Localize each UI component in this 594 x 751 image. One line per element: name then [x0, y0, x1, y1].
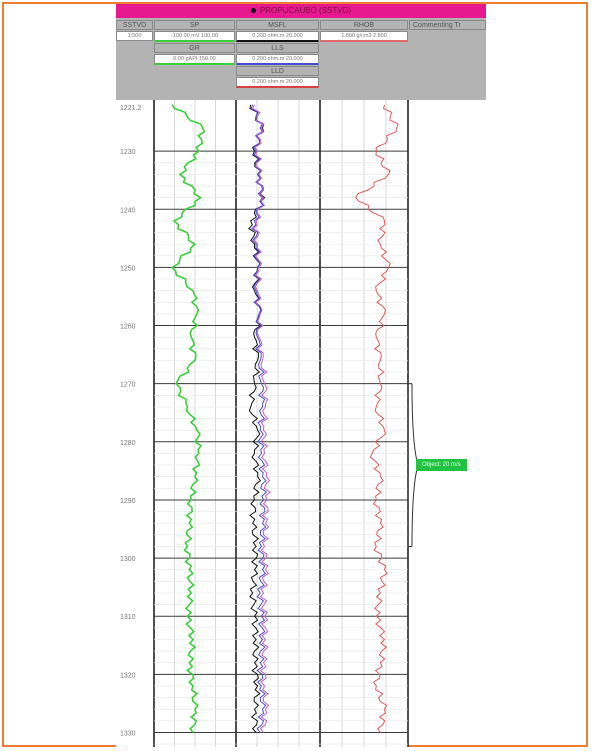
gr-track-name[interactable]: GR: [154, 43, 235, 53]
sp-track-scale: -100.00 mV 100.00: [154, 31, 235, 42]
lld-track-name[interactable]: LLD: [236, 66, 319, 76]
gr-track-scale: 0.00 gAPI 150.00: [154, 54, 235, 65]
comments-track-name[interactable]: Commenting Tr: [409, 20, 486, 30]
track-header: SSTVD 1:500 SP -100.00 mV 100.00 GR 0.00…: [116, 18, 486, 100]
depth-tick-label: 1260: [120, 324, 136, 331]
depth-tick-label: 1230: [120, 149, 136, 156]
depth-tick-label: 1221.2: [120, 105, 142, 112]
msfl-track-scale: 0.200 ohm.m 20.000: [236, 31, 319, 42]
depth-tick-label: 1320: [120, 672, 136, 679]
lld-track-scale: 0.200 ohm.m 20.000: [236, 77, 319, 88]
depth-tick-label: 1310: [120, 614, 136, 621]
well-log-panel: PROPUCAUBO (SSTVD) SSTVD 1:500 SP -100.0…: [116, 4, 486, 747]
depth-tick-label: 1250: [120, 265, 136, 272]
log-title-bar: PROPUCAUBO (SSTVD): [116, 4, 486, 18]
depth-track-scale: 1:500: [116, 31, 153, 41]
title-dot-icon: [251, 8, 256, 13]
log-title: PROPUCAUBO (SSTVD): [260, 6, 351, 15]
depth-tick-label: 1280: [120, 440, 136, 447]
rhob-track-name[interactable]: RHOB: [320, 20, 408, 30]
sp-track-name[interactable]: SP: [154, 20, 235, 30]
lls-track-name[interactable]: LLS: [236, 43, 319, 53]
rhob-track-scale: 1.800 g/cm3 2.800: [320, 31, 408, 42]
comment-callout[interactable]: Object: 20 m/s: [416, 459, 467, 471]
depth-tick-label: 1270: [120, 382, 136, 389]
track-background: [116, 100, 154, 747]
depth-tick-label: 1300: [120, 556, 136, 563]
depth-tick-label: 1330: [120, 730, 136, 737]
depth-tick-label: 1240: [120, 207, 136, 214]
depth-tick-label: 1290: [120, 498, 136, 505]
log-tracks: 1221.2 1230 1240 1250 1260 1270 1280 1290 1300 13…: [116, 100, 486, 747]
depth-track-name[interactable]: SSTVD: [116, 20, 153, 30]
msfl-track-name[interactable]: MSFL: [236, 20, 319, 30]
lls-track-scale: 0.200 ohm.m 20.000: [236, 54, 319, 65]
